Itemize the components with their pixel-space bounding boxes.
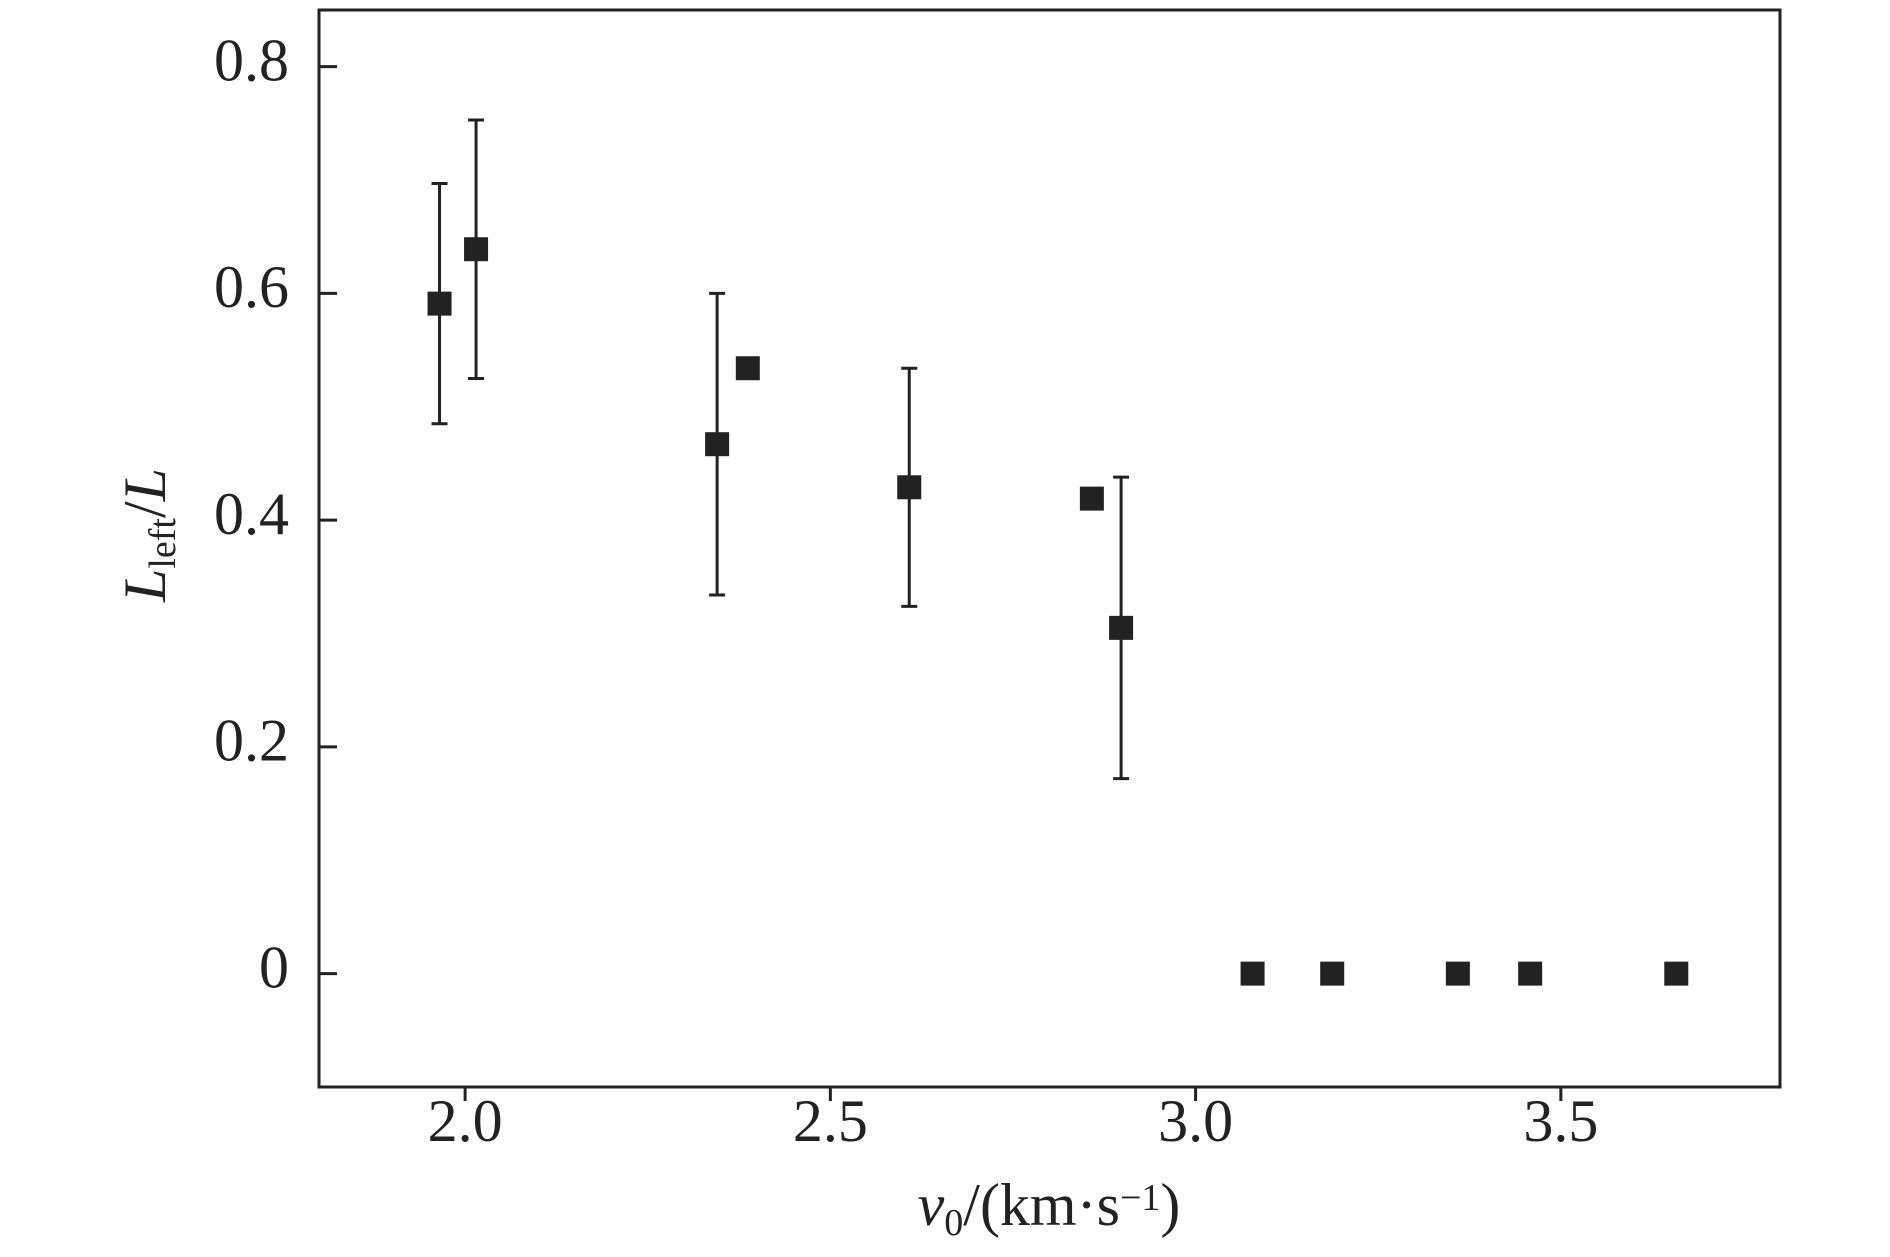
x-axis-label: v0/(km·s−1)	[918, 1172, 1181, 1244]
y-axis-label-part: /	[112, 501, 178, 518]
x-axis-label-part: −1	[1120, 1177, 1160, 1219]
x-tick-label: 3.5	[1523, 1088, 1598, 1154]
point	[897, 475, 922, 500]
x-axis-label-part: )	[1160, 1172, 1180, 1238]
point	[1518, 961, 1543, 986]
y-tick-label: 0.2	[214, 708, 289, 774]
y-tick-label: 0	[259, 934, 289, 1000]
y-tick-label: 0.4	[214, 481, 289, 547]
y-axis-label: Lleft/L	[112, 468, 184, 603]
point	[1240, 961, 1265, 986]
point	[427, 291, 452, 316]
point	[464, 237, 489, 262]
point	[1079, 486, 1104, 511]
x-tick-label: 2.0	[428, 1088, 503, 1154]
plot-frame	[317, 8, 1782, 1089]
x-tick-label: 3.0	[1158, 1088, 1233, 1154]
y-axis-label-part: L	[112, 569, 178, 603]
x-axis-label-part: 0	[944, 1202, 963, 1244]
point	[1109, 615, 1134, 640]
y-tick-label: 0.8	[214, 27, 289, 93]
x-axis-label-part: v	[918, 1172, 945, 1238]
point	[735, 356, 760, 381]
point	[1664, 961, 1689, 986]
y-tick-label: 0.6	[214, 254, 289, 320]
point	[1445, 961, 1470, 986]
point	[705, 432, 730, 457]
x-axis-label-part: /(km·s	[963, 1172, 1120, 1238]
y-axis-label-part: left	[142, 518, 184, 569]
point	[1320, 961, 1345, 986]
y-axis-label-part: L	[112, 468, 178, 502]
x-tick-label: 2.5	[793, 1088, 868, 1154]
